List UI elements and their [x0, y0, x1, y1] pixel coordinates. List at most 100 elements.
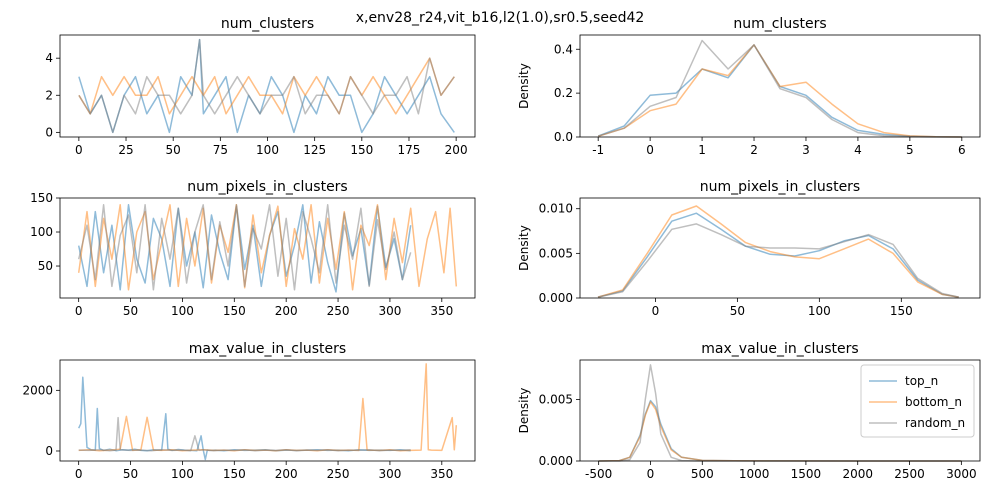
series-bottom-n-line: [78, 363, 458, 452]
series-bottom-n-line: [77, 204, 458, 291]
x-tick-label: 0: [75, 304, 83, 318]
x-tick-label: 50: [123, 467, 138, 481]
x-tick-label: 25: [118, 143, 133, 157]
x-tick-label: 1000: [739, 467, 770, 481]
axes-frame: [59, 197, 476, 299]
x-tick-label: 200: [445, 143, 468, 157]
x-tick-label: 150: [890, 304, 913, 318]
y-tick-label: 0.000: [539, 291, 573, 305]
y-tick-label: 0: [45, 125, 53, 139]
x-tick-label: 50: [166, 143, 181, 157]
series-bottom-n-line: [597, 205, 959, 298]
legend-label-top-n: top_n: [905, 374, 938, 388]
subplot-3: num_pixels_in_clusters 0 50 100 150 200 250 300…: [30, 179, 476, 318]
x-tick-label: 250: [327, 467, 350, 481]
legend-label-bottom-n: bottom_n: [905, 395, 962, 409]
series-random-n-line: [597, 223, 959, 298]
x-tick-label: 50: [123, 304, 138, 318]
x-tick-label: 175: [398, 143, 421, 157]
axes-frame: [579, 359, 981, 462]
x-tick-label: 1: [698, 143, 706, 157]
x-tick-label: 50: [730, 304, 745, 318]
y-tick-label: 0: [45, 444, 53, 458]
x-tick-label: 500: [691, 467, 714, 481]
x-tick-label: 100: [808, 304, 831, 318]
x-tick-label: 1500: [791, 467, 822, 481]
x-tick-label: 150: [223, 304, 246, 318]
subplot-5: max_value_in_clusters 0 50 100 150 200 250 300 3…: [22, 341, 476, 481]
x-tick-label: 3000: [946, 467, 977, 481]
subplot-title: num_pixels_in_clusters: [187, 179, 347, 195]
x-tick-label: -500: [585, 467, 612, 481]
legend-frame: [860, 364, 975, 438]
x-tick-label: 300: [378, 467, 401, 481]
series-random-n-line: [77, 204, 412, 291]
y-axis-label: Density: [517, 225, 531, 271]
subplot-1: num_clusters 0 25 50 75 100 125 150 175 200 0 2 4: [45, 16, 476, 157]
y-tick-label: 0.000: [539, 454, 573, 468]
x-tick-label: 4: [854, 143, 862, 157]
x-tick-label: 350: [430, 467, 453, 481]
subplot-2: num_clusters -1 0 1 2 3 4 5 6 0.0 0.2 0.4 Density: [517, 16, 981, 157]
figure-suptitle: x,env28_r24,vit_b16,l2(1.0),sr0.5,seed42: [356, 10, 645, 26]
y-tick-label: 150: [30, 191, 53, 205]
x-tick-label: 200: [275, 304, 298, 318]
x-tick-label: 5: [906, 143, 914, 157]
axes-frame: [579, 197, 981, 299]
x-tick-label: 125: [303, 143, 326, 157]
legend-label-random-n: random_n: [905, 416, 965, 430]
subplot-title: num_pixels_in_clusters: [700, 179, 860, 195]
y-tick-label: 4: [45, 51, 53, 65]
y-axis-label: Density: [517, 63, 531, 109]
x-tick-label: 3: [802, 143, 810, 157]
x-tick-label: 2500: [894, 467, 925, 481]
x-tick-label: 200: [275, 467, 298, 481]
y-tick-label: 0.4: [554, 42, 573, 56]
x-tick-label: 0: [647, 467, 655, 481]
series-bottom-n-line: [78, 57, 455, 115]
y-tick-label: 2: [45, 88, 53, 102]
x-tick-label: 150: [350, 143, 373, 157]
x-tick-label: 150: [223, 467, 246, 481]
subplot-4: num_pixels_in_clusters 0 50 100 150 0.000 0.00…: [517, 179, 981, 318]
x-tick-label: 75: [213, 143, 228, 157]
axes-frame: [59, 359, 476, 462]
y-tick-label: 50: [38, 259, 53, 273]
subplot-title: max_value_in_clusters: [189, 341, 346, 357]
y-tick-label: 0.2: [554, 86, 573, 100]
subplot-6: max_value_in_clusters -500 0 500 1000 1500 200…: [517, 341, 981, 481]
x-tick-label: 100: [256, 143, 279, 157]
subplot-title: max_value_in_clusters: [701, 341, 858, 357]
series-random-n-line: [78, 416, 411, 452]
y-tick-label: 0.005: [539, 392, 573, 406]
x-tick-label: -1: [592, 143, 604, 157]
legend: top_n bottom_n random_n: [860, 364, 975, 438]
x-tick-label: 250: [327, 304, 350, 318]
y-tick-label: 0.005: [539, 246, 573, 260]
y-tick-label: 0.0: [554, 130, 573, 144]
series-random-n-line: [597, 39, 962, 138]
subplot-title: num_clusters: [221, 16, 314, 32]
series-bottom-n-line: [597, 44, 962, 138]
x-tick-label: 0: [646, 143, 654, 157]
series-top-n-line: [78, 38, 455, 134]
x-tick-label: 0: [75, 143, 83, 157]
x-tick-label: 6: [958, 143, 966, 157]
y-tick-label: 100: [30, 225, 53, 239]
x-tick-label: 100: [171, 304, 194, 318]
x-tick-label: 2: [750, 143, 758, 157]
y-axis-label: Density: [517, 388, 531, 434]
series-top-n-line: [597, 44, 962, 138]
axes-frame: [579, 34, 981, 138]
x-tick-label: 350: [430, 304, 453, 318]
series-random-n-line: [78, 38, 455, 134]
subplot-title: num_clusters: [733, 16, 826, 32]
x-tick-label: 2000: [842, 467, 873, 481]
x-tick-label: 300: [378, 304, 401, 318]
x-tick-label: 0: [652, 304, 660, 318]
x-tick-label: 100: [171, 467, 194, 481]
x-tick-label: 0: [75, 467, 83, 481]
series-top-n-line: [597, 212, 959, 298]
y-tick-label: 2000: [22, 383, 53, 397]
